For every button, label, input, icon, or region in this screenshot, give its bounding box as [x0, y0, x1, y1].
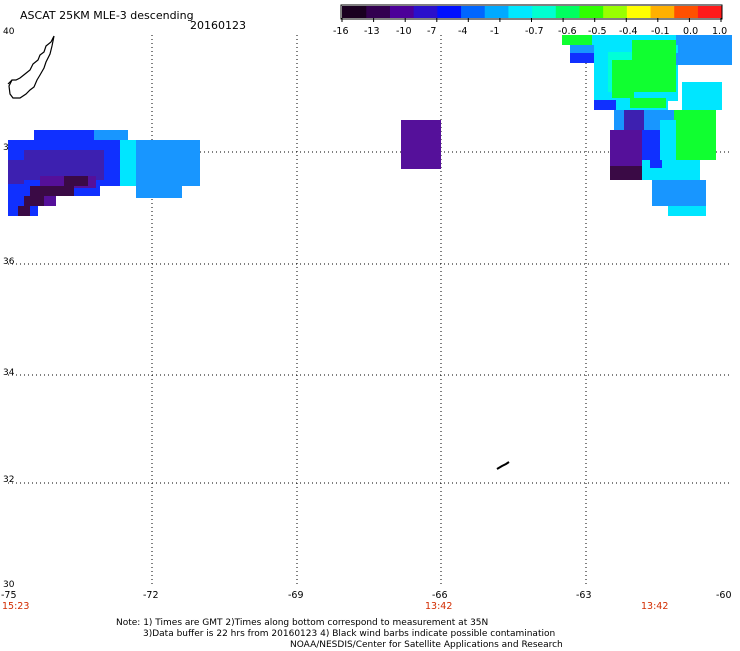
wind-cell — [570, 53, 594, 63]
colorbar-label: -1 — [490, 26, 500, 37]
orbit-time-label: 15:23 — [2, 601, 30, 612]
lat-label: 36 — [3, 257, 15, 267]
wind-cell — [30, 186, 74, 196]
colorbar-segment — [578, 6, 604, 18]
wind-cell — [676, 53, 732, 65]
colorbar-label: -4 — [458, 26, 468, 37]
wind-cell — [632, 40, 676, 92]
wind-cell — [668, 206, 706, 216]
orbit-time-label: 13:42 — [641, 601, 669, 612]
footer-note: 3)Data buffer is 22 hrs from 20160123 4)… — [143, 629, 556, 639]
colorbar-segment — [436, 6, 462, 18]
wind-cell — [630, 98, 666, 108]
colorbar-segment — [342, 6, 367, 18]
colorbar — [340, 4, 723, 20]
wind-cell — [624, 110, 644, 130]
wind-cell — [44, 196, 56, 206]
wind-cell — [120, 140, 136, 186]
wind-cell — [24, 150, 104, 180]
lat-label: 30 — [3, 580, 15, 590]
colorbar-label: -10 — [396, 26, 412, 37]
lon-label: -60 — [716, 590, 732, 601]
wind-cell — [594, 100, 616, 110]
wind-cell — [136, 186, 182, 198]
colorbar-segment — [673, 6, 698, 18]
colorbar-segment — [484, 6, 509, 18]
lat-label: 34 — [3, 368, 15, 378]
wind-cell — [562, 35, 592, 45]
wind-cell — [34, 130, 94, 140]
colorbar-segment — [649, 6, 675, 18]
wind-cell — [64, 176, 88, 186]
colorbar-label: 0.0 — [683, 26, 699, 37]
swath-east — [562, 35, 732, 216]
lon-label: -72 — [143, 590, 159, 601]
lat-label: 40 — [3, 27, 15, 37]
colorbar-segment — [555, 6, 580, 18]
colorbar-label: -7 — [427, 26, 437, 37]
colorbar-label: 1.0 — [712, 26, 728, 37]
wind-cell — [8, 160, 24, 184]
wind-cell — [612, 60, 634, 98]
lat-label: 32 — [3, 475, 15, 485]
wind-cell — [642, 130, 660, 160]
colorbar-segment — [460, 6, 485, 18]
colorbar-label: -13 — [364, 26, 380, 37]
wind-cell — [682, 82, 722, 110]
colorbar-label: -0.7 — [525, 26, 544, 37]
lon-label: -69 — [288, 590, 304, 601]
wind-cell — [18, 206, 30, 216]
colorbar-ticks — [341, 18, 722, 22]
lon-label: -63 — [576, 590, 592, 601]
wind-cell — [610, 130, 642, 166]
colorbar-label: -0.5 — [588, 26, 607, 37]
coastline — [7, 79, 13, 85]
colorbar-segment — [602, 6, 627, 18]
colorbar-segment — [531, 6, 556, 18]
colorbar-label: -0.1 — [651, 26, 670, 37]
wind-cell — [401, 120, 441, 169]
wind-cell — [650, 160, 662, 168]
wind-cell — [674, 110, 716, 130]
colorbar-segment — [389, 6, 414, 18]
colorbar-label: -0.6 — [558, 26, 577, 37]
colorbar-label: -16 — [333, 26, 349, 37]
wind-cell — [610, 166, 650, 180]
colorbar-segment — [413, 6, 438, 18]
wind-cell — [24, 196, 44, 206]
plot-title: ASCAT 25KM MLE-3 descending — [20, 9, 194, 22]
colorbar-segment — [507, 6, 533, 18]
wind-cell — [676, 130, 716, 160]
wind-cell — [652, 180, 706, 206]
colorbar-label: -0.4 — [619, 26, 638, 37]
footer-note: Note: 1) Times are GMT 2)Times along bot… — [116, 618, 489, 628]
colorbar-segment — [365, 6, 390, 18]
footer-credit: NOAA/NESDIS/Center for Satellite Applica… — [290, 640, 563, 650]
wind-cell — [660, 120, 676, 160]
lon-label: -75 — [1, 590, 17, 601]
plot-date: 20160123 — [190, 19, 246, 32]
coastline-massachusetts — [8, 35, 55, 99]
colorbar-segment — [697, 6, 722, 18]
colorbar-segment — [626, 6, 651, 18]
bermuda-island — [496, 461, 510, 470]
lon-label: -66 — [432, 590, 448, 601]
swath-west — [8, 130, 200, 216]
orbit-time-label: 13:42 — [425, 601, 453, 612]
